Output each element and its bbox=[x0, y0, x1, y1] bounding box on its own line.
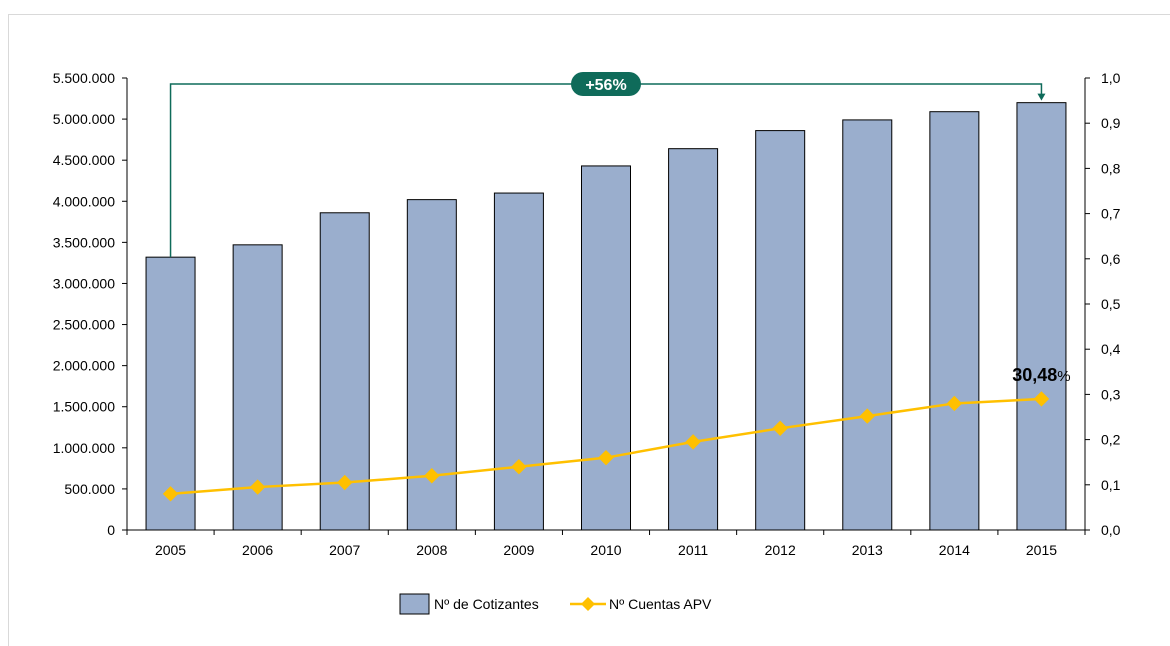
bar-2013 bbox=[842, 119, 893, 531]
point-2012 bbox=[772, 420, 788, 437]
legend-label-apv: Nº Cuentas APV bbox=[609, 596, 712, 612]
point-2010 bbox=[598, 449, 614, 466]
left-tick-label: 1.500.000 bbox=[53, 399, 115, 415]
x-tick-label: 2014 bbox=[939, 542, 970, 558]
bar-2010 bbox=[581, 165, 631, 531]
point-2013 bbox=[859, 408, 875, 424]
left-tick-label: 5.500.000 bbox=[53, 70, 115, 86]
bar-2011 bbox=[668, 148, 719, 531]
left-tick-label: 5.000.000 bbox=[53, 111, 115, 127]
right-tick-label: 0,3 bbox=[1101, 386, 1121, 402]
bar-2009 bbox=[493, 192, 544, 531]
point-2009 bbox=[511, 459, 527, 475]
right-tick-label: 0,7 bbox=[1101, 206, 1121, 222]
growth-badge bbox=[571, 72, 641, 96]
point-2014 bbox=[946, 395, 963, 412]
bar-2012 bbox=[755, 130, 806, 531]
legend-label-cotizantes: Nº de Cotizantes bbox=[434, 596, 539, 612]
point-2011 bbox=[685, 434, 701, 450]
x-tick-label: 2006 bbox=[242, 542, 273, 558]
x-tick-label: 2010 bbox=[590, 542, 621, 558]
right-tick-label: 0,2 bbox=[1101, 432, 1121, 448]
x-tick-label: 2007 bbox=[329, 542, 360, 558]
left-tick-label: 2.000.000 bbox=[53, 358, 115, 374]
x-tick-label: 2011 bbox=[678, 542, 708, 558]
last-value-label: 30,48% bbox=[1012, 365, 1070, 385]
right-tick-label: 0,4 bbox=[1101, 341, 1121, 357]
x-tick-label: 2008 bbox=[416, 542, 447, 558]
right-tick-label: 0,8 bbox=[1101, 160, 1121, 176]
bar-2014 bbox=[929, 111, 980, 531]
left-tick-label: 4.000.000 bbox=[53, 193, 115, 209]
left-tick-label: 500.000 bbox=[64, 481, 115, 497]
right-tick-label: 0,0 bbox=[1101, 522, 1121, 538]
right-tick-label: 0,6 bbox=[1101, 251, 1121, 267]
point-2015 bbox=[1033, 391, 1050, 407]
axes: 0 500.000 1.000.000 1.500.000 2.000.000 2.500… bbox=[53, 70, 1121, 558]
point-2007 bbox=[337, 474, 353, 491]
right-tick-label: 0,1 bbox=[1101, 477, 1121, 493]
legend-swatch-cotizantes bbox=[399, 593, 430, 615]
left-tick-label: 3.000.000 bbox=[53, 275, 115, 291]
x-tick-label: 2013 bbox=[852, 542, 883, 558]
right-tick-label: 0,9 bbox=[1101, 115, 1121, 131]
left-tick-label: 2.500.000 bbox=[53, 317, 115, 333]
bar-series-cotizantes bbox=[145, 102, 1067, 531]
x-tick-label: 2012 bbox=[765, 542, 796, 558]
point-2006 bbox=[249, 479, 266, 495]
left-tick-label: 1.000.000 bbox=[53, 440, 115, 456]
legend-marker-apv bbox=[581, 597, 595, 611]
left-tick-label: 4.500.000 bbox=[53, 152, 115, 168]
right-tick-label: 1,0 bbox=[1101, 70, 1121, 86]
legend: Nº de Cotizantes Nº Cuentas APV bbox=[399, 593, 712, 615]
left-tick-label: 3.500.000 bbox=[53, 234, 115, 250]
line-series-cuentas-apv bbox=[162, 391, 1050, 502]
annotations: +56% 30,48% bbox=[169, 72, 1071, 385]
growth-label: +56% bbox=[585, 77, 626, 94]
bar-2015 bbox=[1016, 102, 1067, 531]
x-tick-label: 2005 bbox=[155, 542, 186, 558]
growth-arrowhead bbox=[1037, 93, 1046, 101]
x-tick-label: 2015 bbox=[1026, 542, 1057, 558]
right-tick-label: 0,5 bbox=[1101, 296, 1121, 312]
x-tick-label: 2009 bbox=[503, 542, 534, 558]
point-2008 bbox=[424, 468, 440, 484]
chart-frame bbox=[8, 14, 1170, 646]
point-2005 bbox=[162, 486, 179, 502]
left-tick-label: 0 bbox=[107, 522, 115, 538]
